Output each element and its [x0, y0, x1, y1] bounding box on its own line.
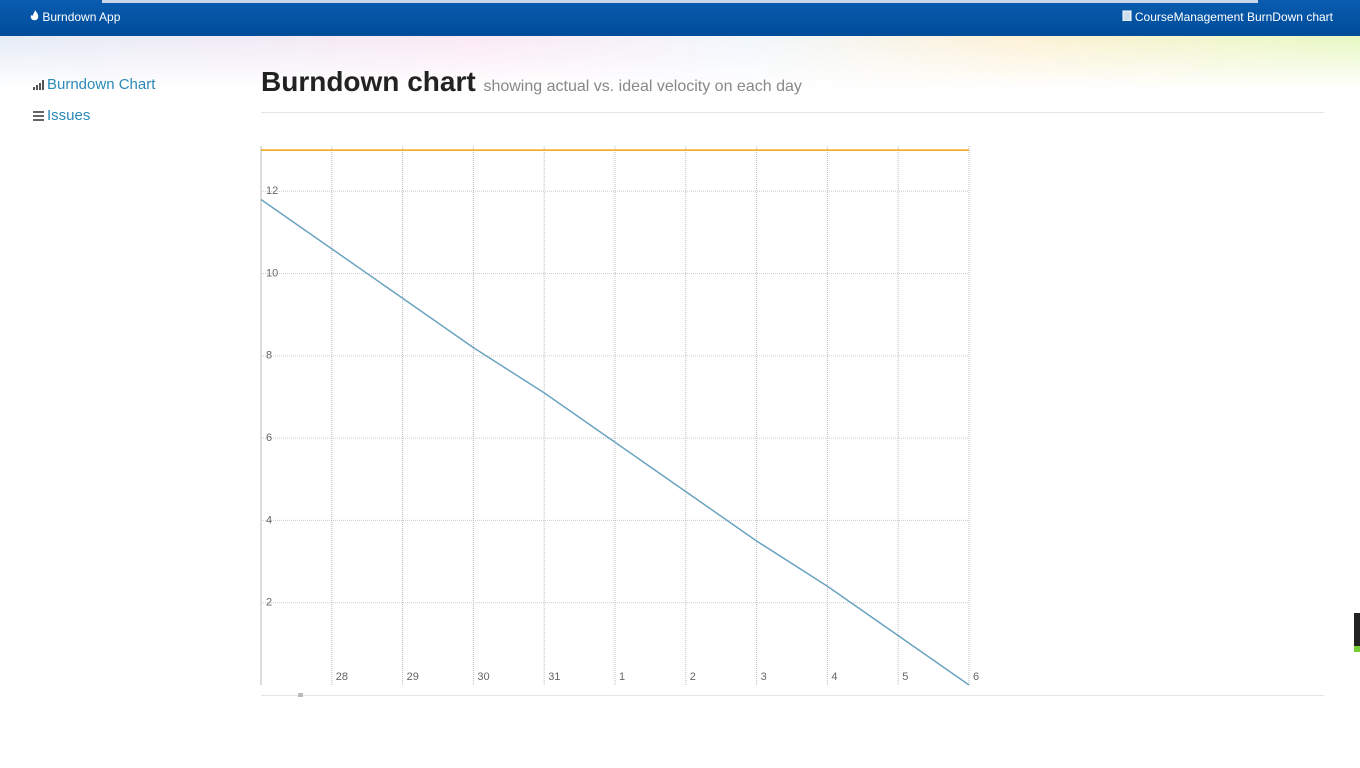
side-tab[interactable] [1354, 613, 1360, 652]
handle [298, 693, 303, 697]
x-tick-label: 29 [407, 671, 419, 683]
list-icon [33, 111, 44, 121]
y-tick-label: 6 [266, 432, 272, 444]
page-header: Burndown chart showing actual vs. ideal … [261, 66, 802, 98]
x-tick-label: 6 [973, 671, 979, 683]
page-subtitle: showing actual vs. ideal velocity on eac… [483, 78, 802, 95]
y-tick-label: 2 [266, 597, 272, 609]
y-tick-label: 8 [266, 350, 272, 362]
y-tick-label: 10 [266, 267, 278, 279]
nav-burndown[interactable]: Burndown Chart [33, 76, 155, 93]
y-tick-label: 4 [266, 514, 272, 526]
banner [0, 36, 1360, 90]
nav-issues[interactable]: Issues [33, 107, 90, 124]
nav-label: Issues [47, 107, 91, 124]
page-title: Burndown chart [261, 66, 476, 97]
x-tick-label: 2 [690, 671, 696, 683]
top-bar [0, 0, 1360, 36]
app-link[interactable]: Burndown App [30, 10, 120, 24]
top-strip [102, 0, 1258, 3]
series-line [260, 198, 970, 686]
project-link[interactable]: CourseManagement BurnDown chart [1122, 10, 1333, 24]
flame-icon [30, 10, 39, 21]
nav-label: Burndown Chart [47, 76, 156, 93]
x-tick-label: 31 [548, 671, 560, 683]
app-name: Burndown App [42, 10, 121, 24]
x-tick-label: 28 [336, 671, 348, 683]
divider [261, 112, 1324, 113]
chart-icon [33, 80, 44, 90]
x-tick-label: 4 [831, 671, 837, 683]
y-tick-label: 12 [266, 185, 278, 197]
divider [261, 695, 1324, 696]
x-tick-label: 1 [619, 671, 625, 683]
x-tick-label: 3 [761, 671, 767, 683]
x-tick-label: 30 [477, 671, 489, 683]
project-name: CourseManagement BurnDown chart [1134, 10, 1333, 24]
x-tick-label: 5 [902, 671, 908, 683]
